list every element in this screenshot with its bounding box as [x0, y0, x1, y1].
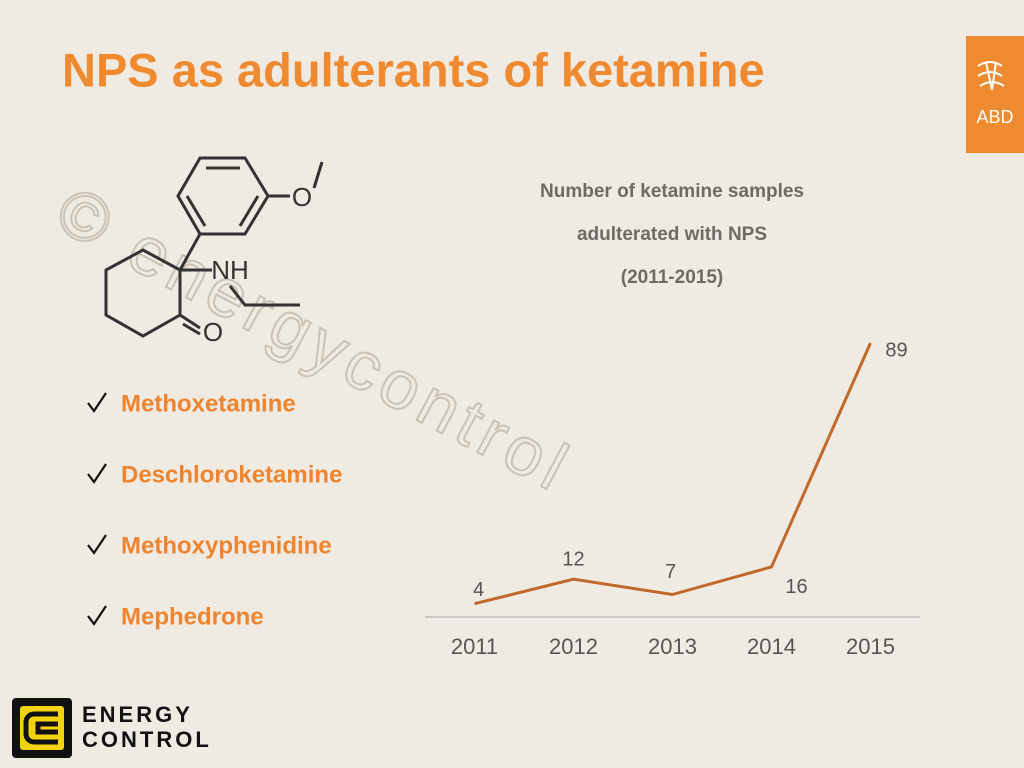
molecule	[104, 156, 324, 338]
check-mark	[87, 392, 107, 413]
atom-label: NH	[211, 255, 249, 285]
chart-subtitle: (2011-2015)	[621, 267, 723, 288]
check-mark	[87, 463, 107, 484]
check-mark	[87, 534, 107, 555]
list-item: Mephedrone	[121, 603, 264, 630]
x-tick-label: 2013	[648, 634, 697, 659]
x-tick-label: 2014	[747, 634, 796, 659]
data-label: 16	[785, 576, 807, 598]
x-tick-label: 2012	[549, 634, 598, 659]
chart-title: adulterated with NPS	[577, 224, 767, 245]
list-item: Methoxyphenidine	[121, 532, 332, 559]
slide-title: NPS as adulterants of ketamine	[62, 43, 765, 96]
badge-box	[966, 36, 1024, 153]
list-item: Deschloroketamine	[121, 461, 342, 488]
list-item: Methoxetamine	[121, 390, 296, 417]
logo-text: ENERGY	[82, 702, 193, 727]
badge-icon	[977, 61, 1005, 91]
x-tick-label: 2011	[451, 634, 498, 659]
data-label: 12	[562, 548, 584, 570]
data-line	[474, 342, 872, 606]
chart-title: Number of ketamine samples	[540, 181, 804, 202]
data-label: 7	[665, 561, 676, 583]
atom-label: O	[203, 317, 223, 347]
badge-text: ABD	[976, 107, 1013, 127]
atom-label: O	[292, 182, 312, 212]
logo-text: CONTROL	[82, 727, 212, 752]
data-label: 89	[885, 339, 907, 361]
check-mark	[87, 605, 107, 626]
x-tick-label: 2015	[846, 634, 895, 659]
logo: ENERGY CONTROL	[12, 698, 212, 758]
nps-list: Methoxetamine Deschloroketamine Methoxyphe…	[87, 390, 342, 630]
data-label: 4	[473, 579, 484, 601]
